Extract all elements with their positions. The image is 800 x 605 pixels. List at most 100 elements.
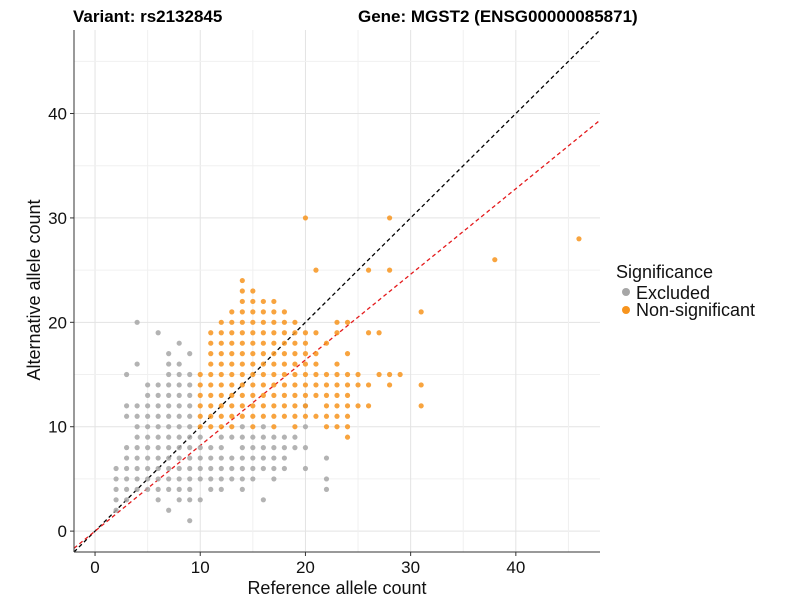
identity-line [73,29,601,553]
point-excluded [124,403,130,409]
point-excluded [155,403,161,409]
point-excluded [302,445,309,451]
y-axis-label: Alternative allele count [24,199,44,380]
point-non-significant [250,288,256,294]
point-excluded [208,455,214,461]
point-excluded [250,434,256,440]
point-excluded [239,445,245,451]
reference-lines [73,29,601,553]
point-excluded [124,413,130,419]
point-excluded [239,465,245,472]
point-excluded [239,455,245,461]
x-tick-label: 0 [90,558,99,577]
point-non-significant [229,403,235,409]
point-non-significant [344,392,351,398]
point-non-significant [250,361,256,367]
point-non-significant [208,371,214,378]
point-non-significant [418,382,424,388]
point-excluded [145,434,151,440]
point-non-significant [302,371,309,378]
point-excluded [323,476,330,482]
point-non-significant [281,361,287,367]
point-excluded [124,476,130,482]
point-non-significant [387,371,393,378]
point-excluded [187,403,193,409]
point-non-significant [229,330,235,336]
point-non-significant [344,351,351,357]
point-excluded [134,413,140,419]
point-non-significant [260,382,266,388]
point-non-significant [292,392,298,398]
point-non-significant [239,371,245,378]
point-excluded [197,476,203,482]
point-non-significant [260,351,266,357]
point-non-significant [208,392,214,398]
point-non-significant [302,382,309,388]
point-non-significant [239,351,245,357]
point-excluded [281,465,287,472]
point-non-significant [208,330,214,336]
point-non-significant [218,424,224,430]
point-excluded [197,445,203,451]
point-excluded [208,465,214,472]
point-non-significant [197,424,203,430]
point-non-significant [218,371,224,378]
point-non-significant [323,382,330,388]
point-excluded [166,413,172,419]
y-tick-label: 40 [48,105,67,124]
point-non-significant [292,424,298,430]
point-non-significant [302,392,309,398]
point-excluded [302,465,309,472]
point-excluded [271,455,277,461]
point-non-significant [260,298,266,305]
point-non-significant [229,382,235,388]
x-tick-label: 20 [296,558,315,577]
point-excluded [134,319,140,325]
point-excluded [145,413,151,419]
point-non-significant [239,361,245,367]
point-excluded [281,434,287,440]
point-non-significant [334,392,340,398]
point-excluded [218,434,224,440]
point-excluded [323,486,330,492]
chart-title-gene: Gene: MGST2 (ENSG00000085871) [358,7,638,26]
point-non-significant [271,351,277,357]
point-excluded [155,476,161,482]
point-excluded [166,434,172,440]
point-non-significant [250,340,256,346]
point-non-significant [344,382,351,388]
point-non-significant [250,371,256,378]
point-excluded [145,403,151,409]
point-excluded [187,392,193,398]
point-non-significant [281,319,287,325]
point-non-significant [218,392,224,398]
point-non-significant [313,392,319,398]
point-non-significant [260,371,266,378]
point-non-significant [323,413,330,419]
point-excluded [218,445,224,451]
data-points [113,215,582,524]
point-excluded [176,403,182,409]
y-tick-label: 0 [58,522,67,541]
point-non-significant [334,382,340,388]
point-non-significant [229,392,235,398]
point-non-significant [292,340,298,346]
point-excluded [229,455,235,461]
point-non-significant [387,382,393,388]
point-excluded [302,424,309,430]
point-excluded [271,476,277,482]
point-non-significant [281,351,287,357]
point-non-significant [239,330,245,336]
point-excluded [166,371,172,378]
point-excluded [145,465,151,472]
point-excluded [187,476,193,482]
point-non-significant [218,340,224,346]
chart-title-variant: Variant: rs2132845 [73,7,222,26]
point-non-significant [239,403,245,409]
point-non-significant [313,382,319,388]
point-non-significant [208,382,214,388]
point-excluded [155,497,161,503]
point-non-significant [218,403,224,409]
